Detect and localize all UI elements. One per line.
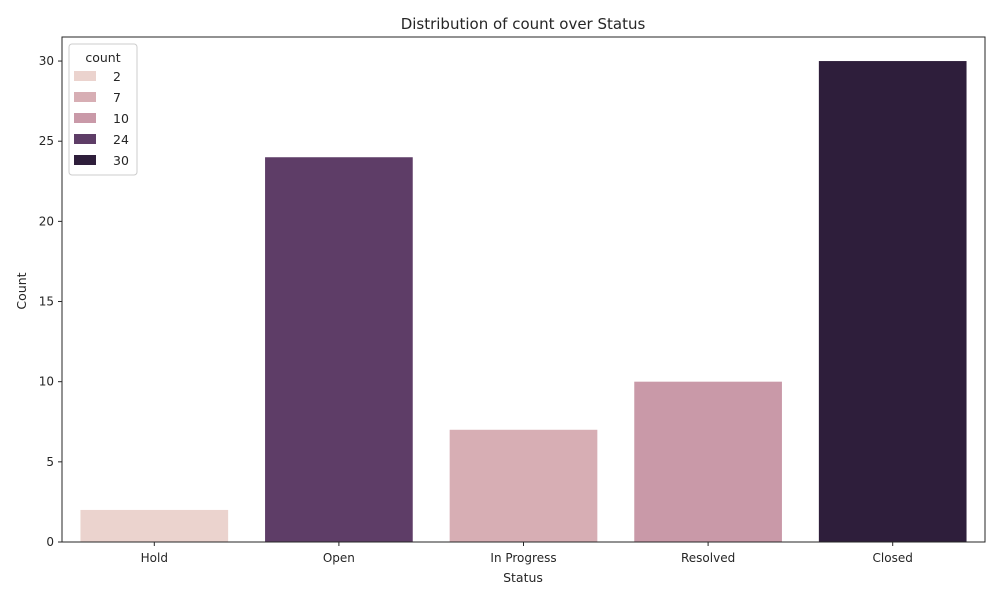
chart-title: Distribution of count over Status xyxy=(401,15,646,33)
legend-label: 7 xyxy=(113,90,121,105)
legend-label: 30 xyxy=(113,153,129,168)
x-tick-label: Open xyxy=(323,551,355,565)
legend-label: 2 xyxy=(113,69,121,84)
y-tick-label: 20 xyxy=(39,214,54,228)
y-tick-label: 10 xyxy=(39,375,54,389)
y-axis-title: Count xyxy=(14,272,29,309)
y-tick-label: 25 xyxy=(39,134,54,148)
x-tick-label: Closed xyxy=(873,551,913,565)
y-tick-label: 5 xyxy=(46,455,54,469)
y-tick-label: 15 xyxy=(39,295,54,309)
y-tick-label: 30 xyxy=(39,54,54,68)
legend-swatch xyxy=(74,113,96,123)
plot-area: Hold Open In Progress Resolved Closed 0 5 10 15 2… xyxy=(39,36,986,565)
legend-label: 10 xyxy=(113,111,129,126)
y-tick-label: 0 xyxy=(46,535,54,549)
bar-closed xyxy=(818,61,967,543)
x-tick-label: Hold xyxy=(141,551,168,565)
bar-resolved xyxy=(634,381,782,542)
legend-title: count xyxy=(85,50,120,65)
legend-swatch xyxy=(74,92,96,102)
bar-hold xyxy=(80,509,229,542)
legend-swatch xyxy=(74,155,96,165)
bar-open xyxy=(265,157,413,543)
plot-frame xyxy=(61,36,986,543)
x-tick-label: In Progress xyxy=(490,551,556,565)
bar-in-progress xyxy=(449,429,598,542)
legend: count 2 7 10 24 30 xyxy=(68,43,138,176)
legend-label: 24 xyxy=(113,132,129,147)
legend-swatch xyxy=(74,134,96,144)
x-tick-label: Resolved xyxy=(681,551,735,565)
legend-swatch xyxy=(74,71,96,81)
x-axis-title: Status xyxy=(503,570,543,585)
